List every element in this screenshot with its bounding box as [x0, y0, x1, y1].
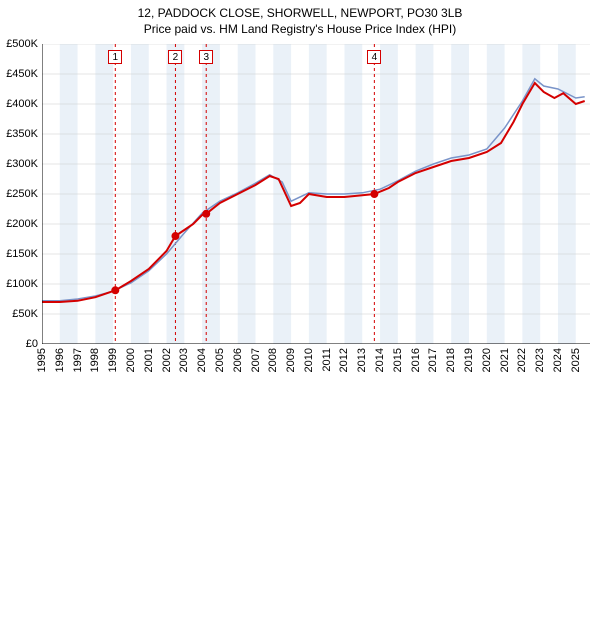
- chart-container: 12, PADDOCK CLOSE, SHORWELL, NEWPORT, PO…: [0, 0, 600, 258]
- x-tick-label: 2018: [445, 348, 457, 372]
- x-tick-label: 2016: [410, 348, 422, 372]
- y-tick-label: £300K: [6, 158, 38, 170]
- x-tick-label: 2003: [178, 348, 190, 372]
- x-tick-label: 2010: [303, 348, 315, 372]
- x-tick-label: 1996: [54, 348, 66, 372]
- y-tick-label: £50K: [12, 308, 38, 320]
- title-line1: 12, PADDOCK CLOSE, SHORWELL, NEWPORT, PO…: [0, 6, 600, 22]
- x-tick-label: 2021: [499, 348, 511, 372]
- x-tick-label: 2001: [143, 348, 155, 372]
- x-tick-label: 1997: [72, 348, 84, 372]
- x-tick-label: 2024: [552, 348, 564, 372]
- x-tick-label: 2004: [196, 348, 208, 372]
- transaction-marker-label: 1: [108, 50, 122, 64]
- x-tick-label: 2007: [250, 348, 262, 372]
- x-tick-label: 1999: [107, 348, 119, 372]
- x-tick-label: 2019: [463, 348, 475, 372]
- x-tick-label: 2022: [516, 348, 528, 372]
- x-tick-label: 2011: [321, 348, 333, 372]
- x-tick-label: 2014: [374, 348, 386, 372]
- y-tick-label: £350K: [6, 128, 38, 140]
- title-line2: Price paid vs. HM Land Registry's House …: [0, 22, 600, 38]
- x-tick-label: 2012: [338, 348, 350, 372]
- x-tick-label: 1995: [36, 348, 48, 372]
- x-tick-label: 2013: [356, 348, 368, 372]
- x-tick-label: 2009: [285, 348, 297, 372]
- y-tick-label: £500K: [6, 38, 38, 50]
- x-tick-label: 1998: [89, 348, 101, 372]
- y-tick-label: £200K: [6, 218, 38, 230]
- plot-area: £0£50K£100K£150K£200K£250K£300K£350K£400…: [42, 44, 590, 344]
- x-tick-label: 2023: [534, 348, 546, 372]
- x-tick-label: 2017: [427, 348, 439, 372]
- x-tick-label: 2000: [125, 348, 137, 372]
- transaction-marker-label: 2: [168, 50, 182, 64]
- y-tick-label: £100K: [6, 278, 38, 290]
- transaction-marker-label: 4: [367, 50, 381, 64]
- x-tick-label: 2015: [392, 348, 404, 372]
- x-tick-label: 2025: [570, 348, 582, 372]
- chart-title: 12, PADDOCK CLOSE, SHORWELL, NEWPORT, PO…: [0, 0, 600, 41]
- y-tick-label: £400K: [6, 98, 38, 110]
- x-tick-label: 2020: [481, 348, 493, 372]
- x-tick-label: 2008: [267, 348, 279, 372]
- y-tick-label: £450K: [6, 68, 38, 80]
- y-tick-label: £250K: [6, 188, 38, 200]
- x-tick-label: 2005: [214, 348, 226, 372]
- y-tick-label: £150K: [6, 248, 38, 260]
- x-tick-label: 2002: [161, 348, 173, 372]
- x-tick-label: 2006: [232, 348, 244, 372]
- transaction-marker-label: 3: [199, 50, 213, 64]
